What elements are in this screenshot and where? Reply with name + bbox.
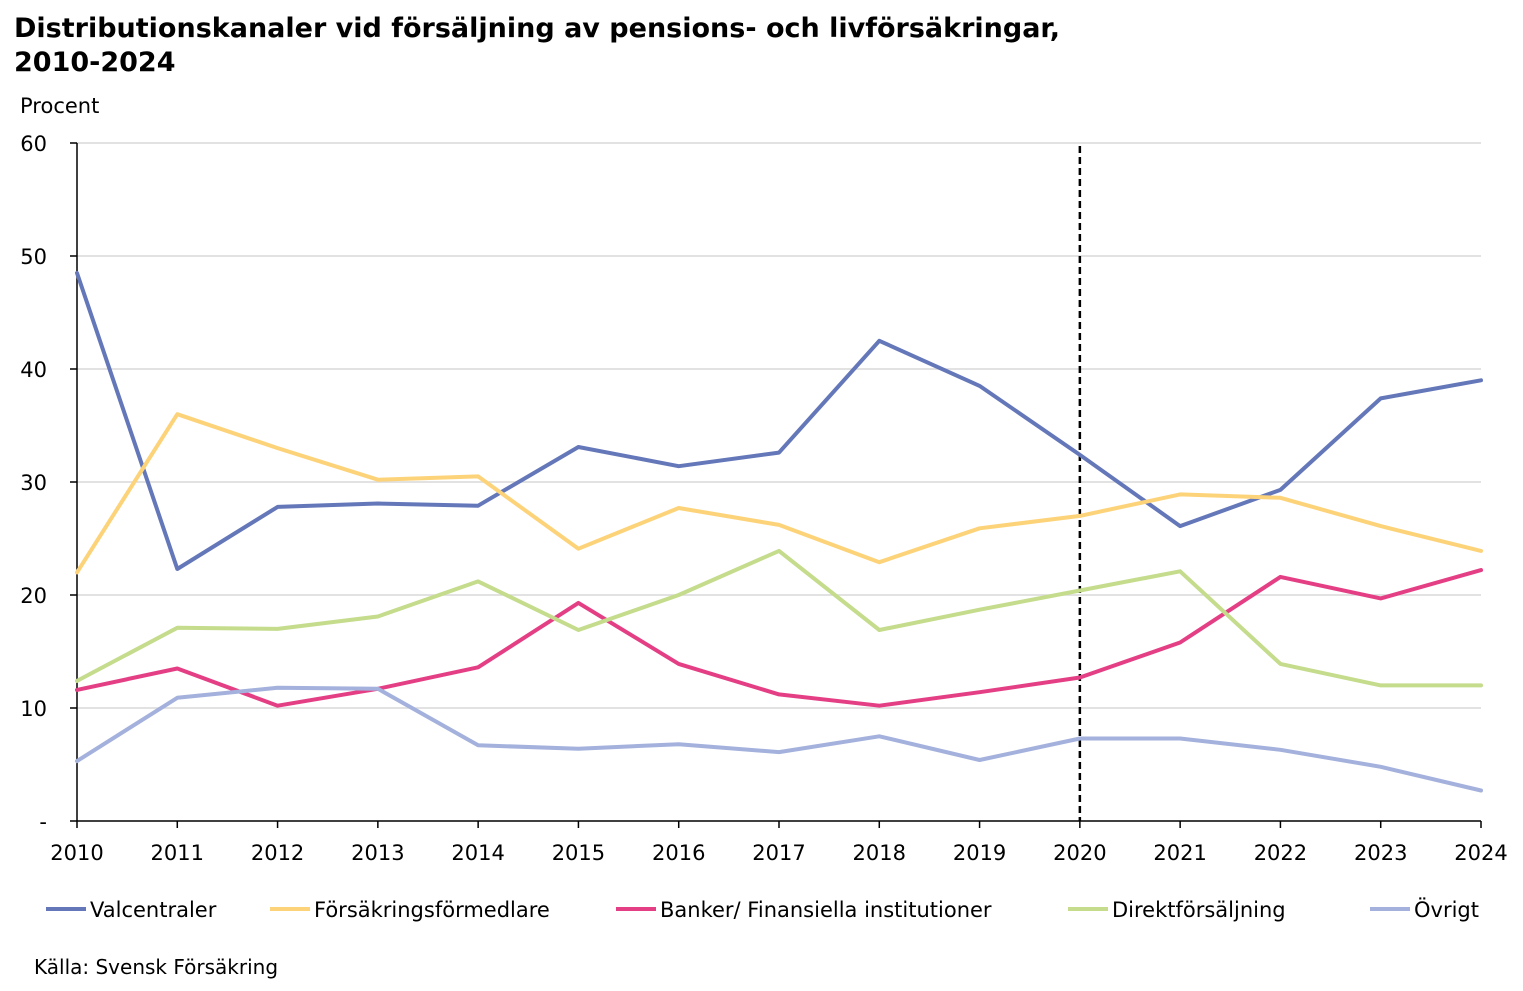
x-tick-label: 2016 [652,841,705,865]
x-tick-label: 2024 [1454,841,1507,865]
y-tick-label: - [39,810,47,834]
chart-title: Distributionskanaler vid försäljning av … [14,12,1494,80]
x-tick-label: 2014 [451,841,504,865]
legend: Valcentraler Försäkringsförmedlare Banker/… [46,897,1479,922]
x-tick-label: 2017 [752,841,805,865]
chart-title-line-2: 2010-2024 [14,47,176,78]
y-tick-label: 60 [20,132,47,156]
legend-label-1: Valcentraler [90,898,217,922]
y-tick-label: 30 [20,471,47,495]
gridlines [77,142,1481,709]
source-note: Källa: Svensk Försäkring [34,955,279,979]
x-tick-label: 2020 [1053,841,1106,865]
x-tick-label: 2013 [351,841,404,865]
x-tick-label: 2018 [853,841,906,865]
series-line-4 [75,548,1483,688]
legend-label-5: Övrigt [1414,897,1479,922]
series-lines [75,271,1483,793]
y-tick-label: 20 [20,584,47,608]
y-axis-title: Procent [20,94,99,118]
x-tick-label: 2010 [50,841,103,865]
chart-title-line-1: Distributionskanaler vid försäljning av … [14,13,1061,44]
x-tick-label: 2012 [251,841,304,865]
series-line-2 [75,412,1483,575]
axes: - 10 20 30 40 50 60 Procent 2010 2011 2012 2013 2014… [20,94,1508,865]
legend-label-2: Försäkringsförmedlare [314,898,550,922]
series-line-5 [75,685,1483,793]
legend-label-3: Banker/ Finansiella institutioner [660,898,992,922]
y-tick-label: 10 [20,697,47,721]
series-line-3 [75,568,1483,708]
x-tick-label: 2023 [1354,841,1407,865]
legend-label-4: Direktförsäljning [1112,898,1286,922]
y-tick-label: 50 [20,245,47,269]
x-tick-label: 2022 [1254,841,1307,865]
x-tick-label: 2015 [552,841,605,865]
y-tick-label: 40 [20,358,47,382]
x-tick-label: 2019 [953,841,1006,865]
x-tick-label: 2011 [151,841,204,865]
series-line-1 [75,271,1483,571]
x-tick-label: 2021 [1153,841,1206,865]
